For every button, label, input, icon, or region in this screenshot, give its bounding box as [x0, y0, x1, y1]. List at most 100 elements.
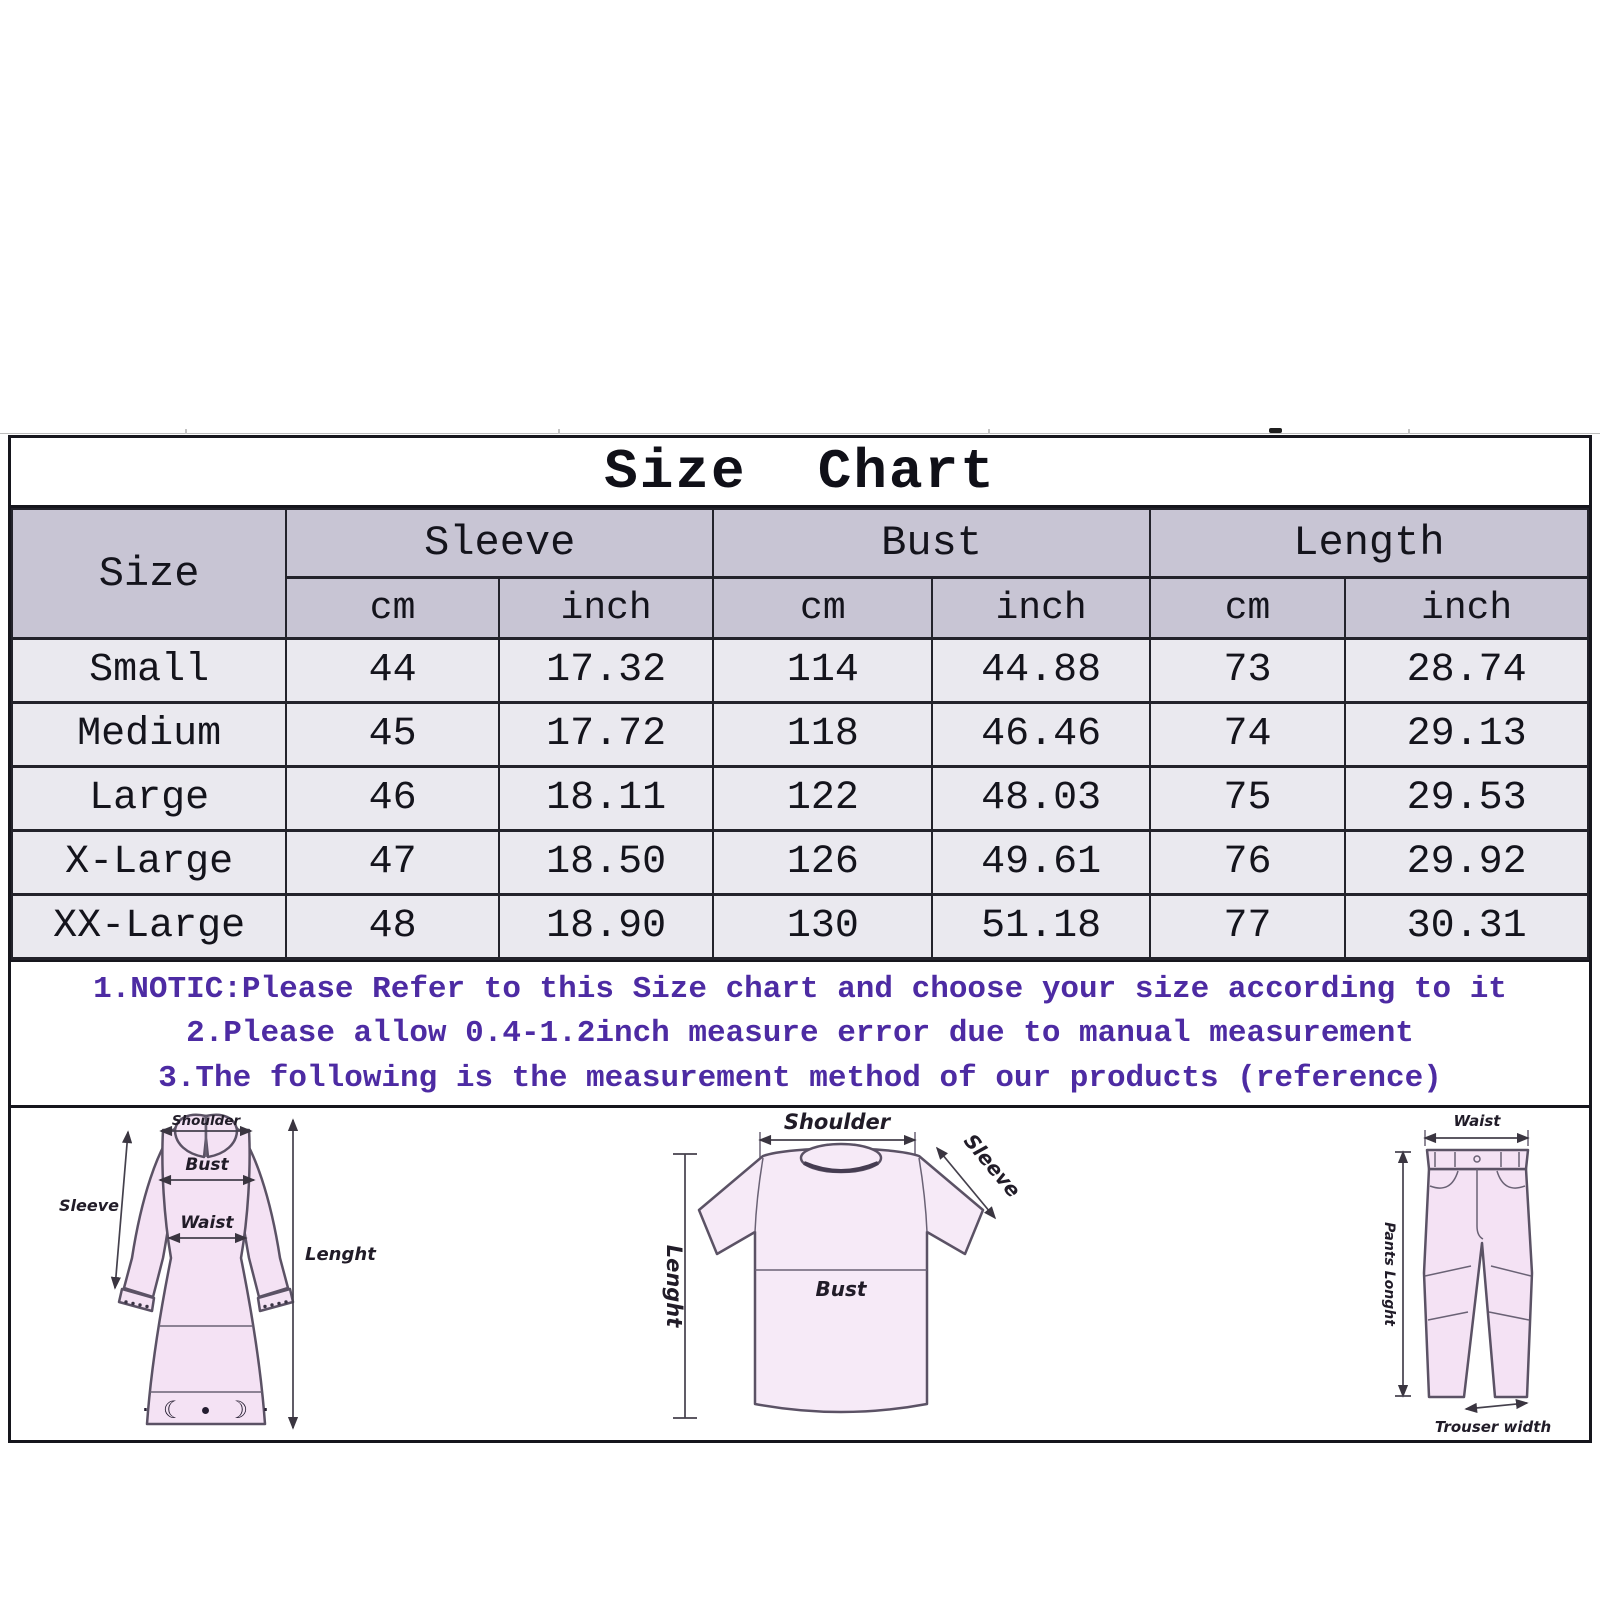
notes-section: 1.NOTIC:Please Refer to this Size chart …	[11, 960, 1589, 1105]
measurement-diagrams: · ☾ ∙ ☽ · Shoulder Bust Waist Sleeve Len…	[11, 1105, 1589, 1440]
tick-mark	[988, 429, 990, 434]
pants-knee-seams	[1424, 1265, 1532, 1321]
page-title: Size Chart	[11, 438, 1589, 508]
table-row-xxlarge: XX-Large 48 18.90 130 51.18 77 30.31	[10, 893, 1589, 960]
artifact-dash	[1269, 428, 1282, 433]
cell-size: Small	[10, 637, 288, 704]
cell-value: 44.88	[931, 637, 1151, 704]
cell-value: 76	[1148, 829, 1347, 896]
column-group-length: Length	[1148, 508, 1590, 579]
unit-header-bust-inch: inch	[931, 576, 1151, 640]
note-line-3: 3.The following is the measurement metho…	[158, 1060, 1442, 1096]
unit-header-length-inch: inch	[1344, 576, 1589, 640]
tshirt-shoulder-label: Shoulder	[784, 1110, 892, 1134]
column-group-sleeve: Sleeve	[285, 508, 715, 579]
cell-value: 114	[712, 637, 934, 704]
pants-right-pocket	[1496, 1170, 1526, 1189]
cell-value: 73	[1148, 637, 1347, 704]
cell-value: 44	[285, 637, 500, 704]
cell-size: Medium	[10, 701, 288, 768]
pants-length-label: Pants Longht	[1381, 1222, 1397, 1327]
cell-size: XX-Large	[10, 893, 288, 960]
header-group-row: Size Sleeve Bust Length	[10, 508, 1590, 640]
cell-value: 118	[712, 701, 934, 768]
pants-left-pocket	[1429, 1170, 1459, 1189]
top-rule-line	[0, 433, 1600, 434]
dress-left-cuff	[117, 1287, 156, 1313]
dress-bust-label: Bust	[185, 1155, 229, 1175]
tick-mark	[558, 429, 560, 434]
tshirt-neck-shadow	[803, 1161, 879, 1173]
cell-value: 29.92	[1344, 829, 1589, 896]
cell-value: 18.50	[497, 829, 715, 896]
cell-value: 74	[1148, 701, 1347, 768]
tshirt-bust-label: Bust	[816, 1277, 868, 1301]
table-row-xlarge: X-Large 47 18.50 126 49.61 76 29.92	[10, 829, 1589, 896]
cell-value: 51.18	[931, 893, 1151, 960]
cell-value: 126	[712, 829, 934, 896]
pants-fly-seam	[1476, 1169, 1484, 1240]
size-table: Size Sleeve Bust Length cm inch cm inch …	[10, 508, 1590, 960]
cell-value: 17.72	[497, 701, 715, 768]
pants-drawing: Waist Pants Longht Trouser width	[1381, 1112, 1551, 1436]
cell-size: Large	[10, 765, 288, 832]
cell-value: 77	[1148, 893, 1347, 960]
cell-value: 48.03	[931, 765, 1151, 832]
unit-header-length-cm: cm	[1148, 576, 1347, 640]
table-row-medium: Medium 45 17.72 118 46.46 74 29.13	[10, 701, 1589, 768]
cell-value: 75	[1148, 765, 1347, 832]
size-chart-sheet: Size Chart Size Sleeve Bust Length cm in…	[8, 435, 1592, 1443]
dress-cuff-buttons	[124, 1300, 288, 1309]
pants-waistband	[1425, 1148, 1530, 1171]
cell-value: 45	[285, 701, 500, 768]
pants-body	[1422, 1167, 1534, 1399]
tick-mark	[1408, 429, 1410, 434]
note-line-1: 1.NOTIC:Please Refer to this Size chart …	[93, 971, 1507, 1007]
tshirt-left-sleeve-seam	[754, 1157, 764, 1233]
pants-button	[1473, 1155, 1481, 1163]
cell-value: 47	[285, 829, 500, 896]
dress-waist-label: Waist	[180, 1213, 234, 1233]
tshirt-length-label: Lenght	[662, 1245, 686, 1329]
pants-belt-loops	[1434, 1152, 1520, 1167]
dress-body	[145, 1128, 267, 1426]
unit-header-bust-cm: cm	[712, 576, 934, 640]
cell-value: 30.31	[1344, 893, 1589, 960]
unit-header-sleeve-cm: cm	[285, 576, 500, 640]
note-line-2: 2.Please allow 0.4-1.2inch measure error…	[186, 1016, 1414, 1051]
tshirt-drawing: Shoulder Bust Sleeve Lenght	[662, 1110, 1026, 1419]
cell-value: 122	[712, 765, 934, 832]
table-row-large: Large 46 18.11 122 48.03 75 29.53	[10, 765, 1589, 832]
dress-length-label: Lenght	[305, 1244, 377, 1265]
cell-value: 48	[285, 893, 500, 960]
cell-value: 29.53	[1344, 765, 1589, 832]
dress-shoulder-label: Shoulder	[172, 1113, 242, 1129]
cell-value: 28.74	[1344, 637, 1589, 704]
table-row-small: Small 44 17.32 114 44.88 73 28.74	[10, 637, 1589, 704]
cell-value: 49.61	[931, 829, 1151, 896]
tshirt-right-sleeve-seam	[918, 1157, 928, 1233]
dress-drawing: · ☾ ∙ ☽ · Shoulder Bust Waist Sleeve Len…	[59, 1113, 377, 1430]
pants-waist-label: Waist	[1454, 1112, 1502, 1130]
cell-value: 130	[712, 893, 934, 960]
tshirt-sleeve-measure-line	[935, 1146, 997, 1220]
tshirt-sleeve-label: Sleeve	[959, 1129, 1026, 1202]
cell-value: 46	[285, 765, 500, 832]
cell-value: 18.11	[497, 765, 715, 832]
column-group-bust: Bust	[712, 508, 1151, 579]
cell-value: 17.32	[497, 637, 715, 704]
dress-moon-pattern: · ☾ ∙ ☽ ·	[142, 1396, 273, 1424]
header-units-row: cm inch cm inch cm inch	[12, 576, 1589, 640]
cell-value: 46.46	[931, 701, 1151, 768]
cell-value: 18.90	[497, 893, 715, 960]
dress-sleeve-label: Sleeve	[59, 1196, 119, 1215]
measurement-diagrams-svg: · ☾ ∙ ☽ · Shoulder Bust Waist Sleeve Len…	[59, 1110, 1551, 1436]
cell-size: X-Large	[10, 829, 288, 896]
unit-header-sleeve-inch: inch	[497, 576, 715, 640]
tick-mark	[185, 429, 187, 434]
pants-width-measure-line	[1464, 1399, 1529, 1413]
column-header-size: Size	[10, 508, 288, 640]
pants-width-label: Trouser width	[1435, 1418, 1551, 1436]
cell-value: 29.13	[1344, 701, 1589, 768]
